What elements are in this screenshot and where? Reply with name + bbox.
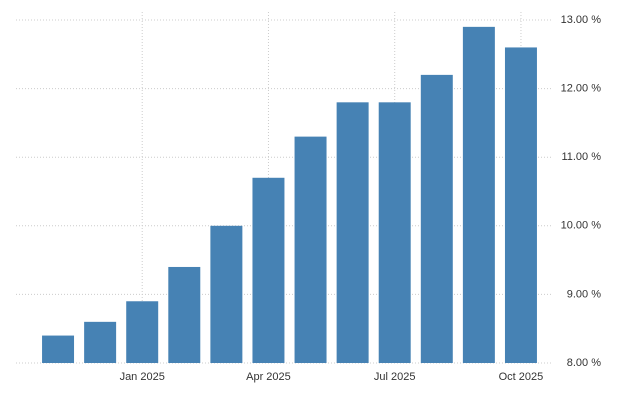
y-tick-label: 10.00 %: [561, 220, 602, 232]
bar: [336, 102, 369, 363]
bar: [42, 335, 75, 363]
bar: [462, 26, 495, 364]
y-tick-label: 12.00 %: [561, 83, 602, 95]
bar: [294, 136, 327, 363]
y-tick-label: 9.00 %: [567, 288, 601, 300]
x-tick-label: Jan 2025: [120, 371, 165, 383]
x-tick-label: Oct 2025: [499, 371, 544, 383]
bar: [252, 177, 285, 363]
y-tick-label: 13.00 %: [561, 14, 602, 26]
bar: [168, 266, 201, 363]
y-tick-label: 11.00 %: [561, 151, 601, 163]
x-tick-label: Apr 2025: [246, 371, 291, 383]
bar: [504, 47, 537, 363]
bar: [420, 74, 453, 363]
y-tick-label: 8.00 %: [567, 357, 601, 369]
x-tick-label: Jul 2025: [374, 371, 416, 383]
bar: [210, 225, 243, 363]
bar: [126, 301, 159, 363]
bar: [84, 321, 117, 363]
bar: [378, 102, 411, 363]
